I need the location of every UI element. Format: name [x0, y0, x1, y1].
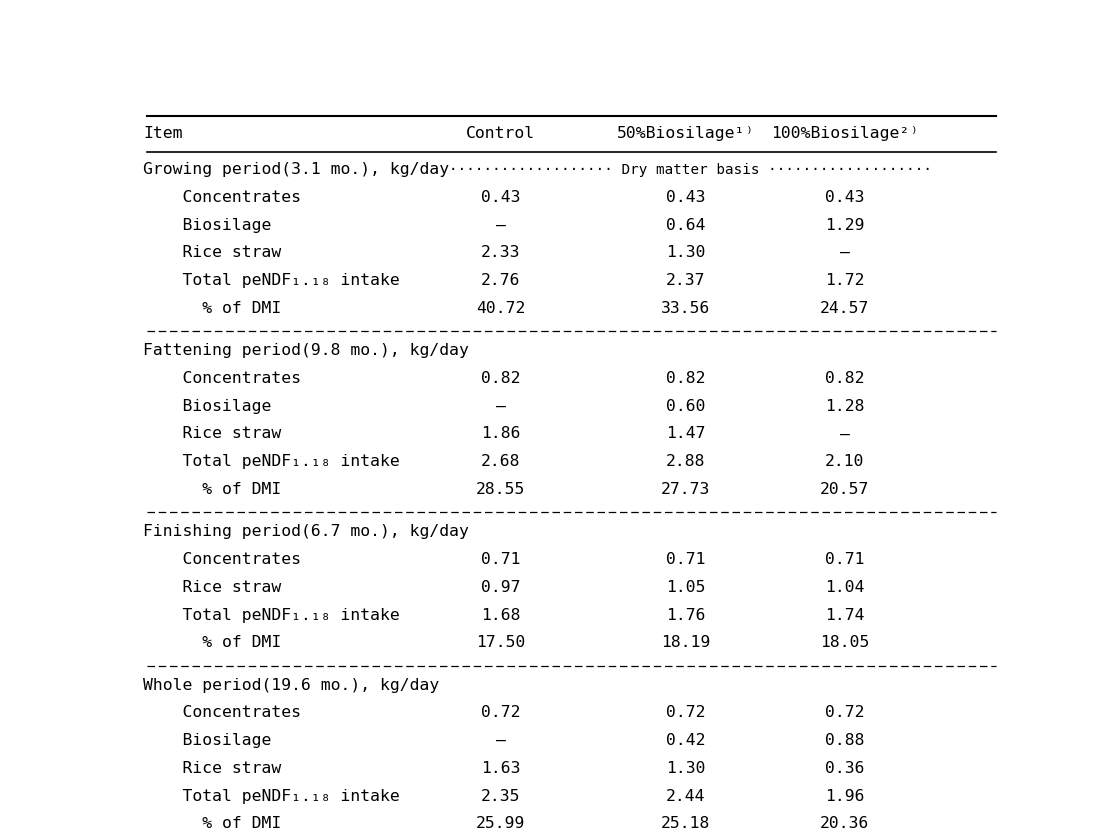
Text: Growing period(3.1 mo.), kg/day: Growing period(3.1 mo.), kg/day — [143, 162, 449, 177]
Text: 0.71: 0.71 — [665, 552, 705, 567]
Text: Item: Item — [143, 126, 182, 141]
Text: 1.68: 1.68 — [481, 607, 520, 622]
Text: Biosilage: Biosilage — [143, 399, 271, 414]
Text: 0.72: 0.72 — [665, 706, 705, 720]
Text: 100%Biosilage²⁾: 100%Biosilage²⁾ — [771, 126, 919, 141]
Text: % of DMI: % of DMI — [143, 816, 281, 831]
Text: 20.57: 20.57 — [820, 482, 870, 497]
Text: Rice straw: Rice straw — [143, 245, 281, 260]
Text: Finishing period(6.7 mo.), kg/day: Finishing period(6.7 mo.), kg/day — [143, 524, 469, 539]
Text: 0.88: 0.88 — [825, 733, 864, 748]
Text: 0.82: 0.82 — [665, 371, 705, 386]
Text: 1.29: 1.29 — [825, 218, 864, 233]
Text: –: – — [496, 218, 506, 233]
Text: 33.56: 33.56 — [661, 301, 710, 316]
Text: Biosilage: Biosilage — [143, 733, 271, 748]
Text: 0.64: 0.64 — [665, 218, 705, 233]
Text: 25.99: 25.99 — [476, 816, 526, 831]
Text: 0.43: 0.43 — [825, 189, 864, 204]
Text: 2.33: 2.33 — [481, 245, 520, 260]
Text: Biosilage: Biosilage — [143, 218, 271, 233]
Text: 2.76: 2.76 — [481, 273, 520, 288]
Text: 1.72: 1.72 — [825, 273, 864, 288]
Text: 0.42: 0.42 — [665, 733, 705, 748]
Text: Concentrates: Concentrates — [143, 552, 301, 567]
Text: 0.97: 0.97 — [481, 580, 520, 595]
Text: 20.36: 20.36 — [820, 816, 870, 831]
Text: Total peNDF₁.₁₈ intake: Total peNDF₁.₁₈ intake — [143, 454, 400, 470]
Text: 0.72: 0.72 — [825, 706, 864, 720]
Text: 0.36: 0.36 — [825, 761, 864, 776]
Text: Rice straw: Rice straw — [143, 761, 281, 776]
Text: 2.37: 2.37 — [665, 273, 705, 288]
Text: 0.72: 0.72 — [481, 706, 520, 720]
Text: 0.82: 0.82 — [481, 371, 520, 386]
Text: –: – — [496, 399, 506, 414]
Text: –: – — [496, 733, 506, 748]
Text: 1.30: 1.30 — [665, 245, 705, 260]
Text: 2.35: 2.35 — [481, 789, 520, 804]
Text: 0.60: 0.60 — [665, 399, 705, 414]
Text: –: – — [840, 426, 850, 441]
Text: Total peNDF₁.₁₈ intake: Total peNDF₁.₁₈ intake — [143, 273, 400, 288]
Text: 0.43: 0.43 — [665, 189, 705, 204]
Text: 1.63: 1.63 — [481, 761, 520, 776]
Text: 25.18: 25.18 — [661, 816, 710, 831]
Text: Total peNDF₁.₁₈ intake: Total peNDF₁.₁₈ intake — [143, 607, 400, 622]
Text: 1.30: 1.30 — [665, 761, 705, 776]
Text: 2.10: 2.10 — [825, 454, 864, 470]
Text: 0.43: 0.43 — [481, 189, 520, 204]
Text: Concentrates: Concentrates — [143, 371, 301, 386]
Text: Total peNDF₁.₁₈ intake: Total peNDF₁.₁₈ intake — [143, 789, 400, 804]
Text: 2.68: 2.68 — [481, 454, 520, 470]
Text: Concentrates: Concentrates — [143, 706, 301, 720]
Text: 2.44: 2.44 — [665, 789, 705, 804]
Text: Rice straw: Rice straw — [143, 580, 281, 595]
Text: 27.73: 27.73 — [661, 482, 710, 497]
Text: Control: Control — [466, 126, 536, 141]
Text: 28.55: 28.55 — [476, 482, 526, 497]
Text: 1.86: 1.86 — [481, 426, 520, 441]
Text: 2.88: 2.88 — [665, 454, 705, 470]
Text: 1.05: 1.05 — [665, 580, 705, 595]
Text: 1.04: 1.04 — [825, 580, 864, 595]
Text: Whole period(19.6 mo.), kg/day: Whole period(19.6 mo.), kg/day — [143, 677, 440, 693]
Text: % of DMI: % of DMI — [143, 635, 281, 650]
Text: Fattening period(9.8 mo.), kg/day: Fattening period(9.8 mo.), kg/day — [143, 343, 469, 358]
Text: 40.72: 40.72 — [476, 301, 526, 316]
Text: 1.76: 1.76 — [665, 607, 705, 622]
Text: 0.71: 0.71 — [825, 552, 864, 567]
Text: % of DMI: % of DMI — [143, 301, 281, 316]
Text: 24.57: 24.57 — [820, 301, 870, 316]
Text: 1.47: 1.47 — [665, 426, 705, 441]
Text: 0.82: 0.82 — [825, 371, 864, 386]
Text: 1.28: 1.28 — [825, 399, 864, 414]
Text: 1.74: 1.74 — [825, 607, 864, 622]
Text: Rice straw: Rice straw — [143, 426, 281, 441]
Text: 1.96: 1.96 — [825, 789, 864, 804]
Text: 50%Biosilage¹⁾: 50%Biosilage¹⁾ — [617, 126, 754, 141]
Text: 18.05: 18.05 — [820, 635, 870, 650]
Text: 0.71: 0.71 — [481, 552, 520, 567]
Text: Concentrates: Concentrates — [143, 189, 301, 204]
Text: ··················· Dry matter basis ···················: ··················· Dry matter basis ···… — [449, 163, 932, 176]
Text: 18.19: 18.19 — [661, 635, 710, 650]
Text: % of DMI: % of DMI — [143, 482, 281, 497]
Text: –: – — [840, 245, 850, 260]
Text: 17.50: 17.50 — [476, 635, 526, 650]
